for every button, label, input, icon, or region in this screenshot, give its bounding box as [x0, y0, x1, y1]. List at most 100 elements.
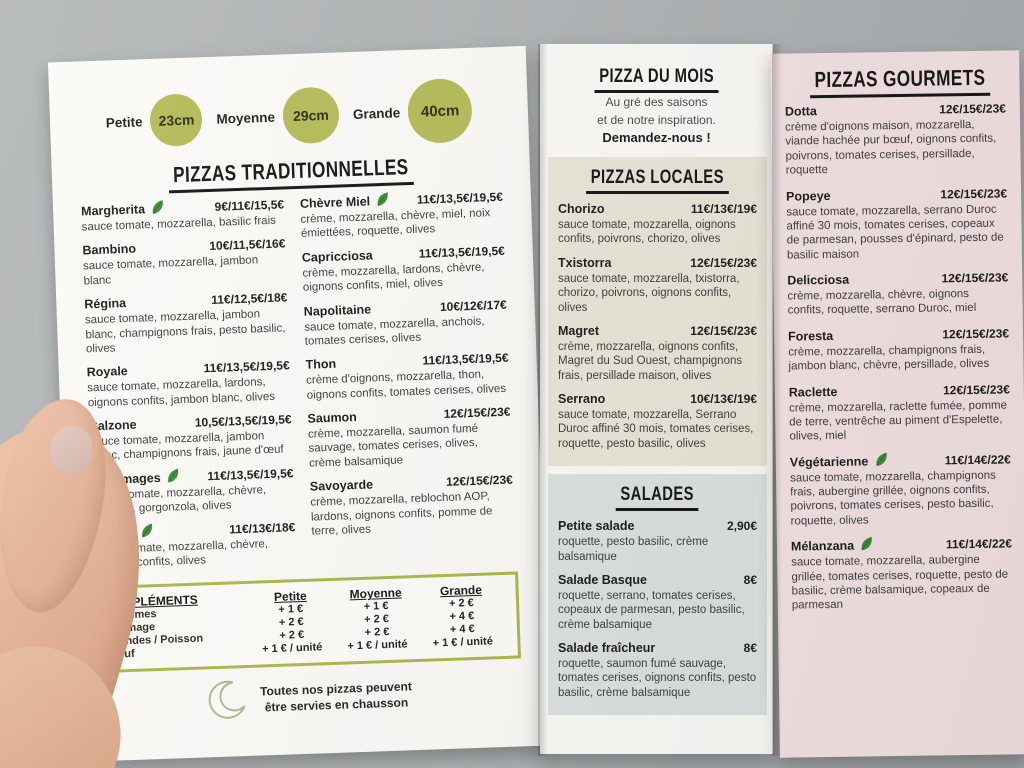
item-name: Salade Basque: [558, 572, 647, 587]
item-price: 8€: [743, 572, 757, 587]
item-name: Txistorra: [558, 255, 612, 270]
section-title-pizza-du-mois: PIZZA DU MOIS: [594, 66, 719, 93]
item-name: Régina: [84, 296, 127, 312]
size-label: Moyenne: [216, 109, 276, 127]
item-price: 8€: [743, 641, 757, 655]
item-price: 11€/14€/22€: [944, 452, 1011, 467]
item-name: Popeye: [785, 188, 831, 204]
item-price: 12€/15€/23€: [690, 323, 757, 338]
item-price: 11€/13€/19€: [690, 202, 757, 216]
traditionnelles-column-2: Chèvre Miel 11€/13,5€/19,5€ crème, mozza…: [300, 190, 516, 573]
item-name: Mélanzana: [790, 538, 855, 554]
supplements-value: + 1 € / unité: [432, 635, 494, 650]
item-name: Magret: [558, 323, 599, 338]
item-description: sauce tomate, mozzarella, serrano Duroc …: [786, 203, 1004, 262]
section-title-pizzas-locales: PIZZAS LOCALES: [586, 167, 729, 194]
size-circle: 23cm: [149, 93, 204, 147]
veggie-leaf-icon: [872, 451, 889, 468]
chausson-note-text: Toutes nos pizzas peuvent être servies e…: [260, 678, 413, 716]
pdm-line: Au gré des saisons: [605, 95, 708, 109]
item-price: 12€/15€/23€: [942, 381, 1010, 397]
item-description: sauce tomate, mozzarella, aubergine gril…: [791, 554, 1009, 612]
item-description: sauce tomate, mozzarella, jambon blanc, …: [84, 308, 286, 356]
menu-item: Raclette 12€/15€/23€ crème, mozzarella, …: [789, 382, 1011, 444]
item-description: crème, mozzarella, raclette fumée, pomme…: [788, 399, 1008, 443]
size-chip: Petite 23cm: [105, 93, 204, 148]
veggie-leaf-icon: [858, 536, 875, 553]
item-price: 11€/13,5€/19,5€: [416, 189, 504, 207]
item-description: roquette, pesto basilic, crème balsamiqu…: [558, 536, 709, 563]
item-name: Margherita: [80, 202, 146, 219]
item-name: Capricciosa: [301, 248, 373, 265]
menu-item: Popeye 12€/15€/23€ sauce tomate, mozzare…: [786, 186, 1008, 263]
menu-item: Salade Basque 8€ roquette, serrano, toma…: [558, 573, 757, 632]
item-price: 12€/15€/23€: [941, 270, 1009, 286]
menu-item: Saumon 12€/15€/23€ crème, mozzarella, sa…: [307, 405, 512, 471]
veggie-leaf-icon: [164, 467, 181, 484]
item-name: Salade fraîcheur: [558, 641, 656, 655]
veggie-leaf-icon: [139, 522, 156, 539]
salades-section: SALADES Petite salade 2,90€ roquette, pe…: [548, 474, 767, 716]
item-description: sauce tomate, mozzarella, Serrano Duroc …: [558, 409, 754, 450]
item-price: 11€/12,5€/18€: [210, 290, 288, 308]
menu-item: Chorizo 11€/13€/19€ sauce tomate, mozzar…: [558, 202, 757, 247]
menu-panel-right: PIZZAS GOURMETS Dotta 12€/15€/23€ crème …: [770, 50, 1024, 758]
item-name: Serrano: [558, 392, 606, 406]
menu-item: Serrano 10€/13€/19€ sauce tomate, mozzar…: [558, 392, 757, 451]
item-description: crème, mozzarella, lardons, chèvre, oign…: [302, 261, 485, 294]
item-price: 11€/13,5€/19,5€: [207, 465, 294, 483]
menu-item: Foresta 12€/15€/23€ crème, mozzarella, c…: [788, 326, 1010, 374]
item-price: 10€/11,5€/16€: [209, 236, 286, 254]
item-description: crème, mozzarella, oignons confits, Magr…: [558, 340, 743, 382]
item-description: sauce tomate, mozzarella, jambon blanc: [82, 254, 259, 288]
item-name: Bambino: [82, 241, 137, 258]
item-price: 11€/14€/22€: [945, 536, 1013, 552]
menu-item: Margherita 9€/11€/15,5€ sauce tomate, mo…: [81, 197, 285, 234]
pdm-line: et de notre inspiration.: [597, 113, 716, 127]
veggie-leaf-icon: [149, 199, 166, 216]
size-circle: 40cm: [407, 77, 474, 144]
gourmets-items: Dotta 12€/15€/23€ crème d'oignons maison…: [785, 101, 1013, 613]
salades-items: Petite salade 2,90€ roquette, pesto basi…: [558, 519, 757, 700]
menu-item: Royale 11€/13,5€/19,5€ sauce tomate, moz…: [87, 359, 291, 411]
section-title-salades: SALADES: [616, 484, 699, 512]
menu-item: Salade fraîcheur 8€ roquette, saumon fum…: [558, 641, 757, 700]
item-name: Saumon: [307, 409, 358, 426]
item-name: Raclette: [788, 384, 838, 400]
section-title-pizzas-gourmets: PIZZAS GOURMETS: [809, 64, 991, 99]
item-price: 11€/13,5€/19,5€: [422, 350, 509, 368]
menu-item: Calzone 10,5€/13,5€/19,5€ sauce tomate, …: [88, 412, 292, 464]
supplements-box: SUPPLÉMENTS Petite Moyenne Grande Légume…: [92, 571, 522, 674]
item-description: crème, mozzarella, champignons frais, ja…: [788, 343, 990, 373]
item-price: 9€/11€/15,5€: [214, 197, 285, 214]
size-chip: Grande 40cm: [352, 77, 474, 146]
size-label: Petite: [105, 113, 143, 131]
item-name: Chorizo: [558, 202, 605, 216]
menu-item: Delicciosa 12€/15€/23€ crème, mozzarella…: [787, 270, 1009, 318]
size-legend: Petite 23cm Moyenne 29cm Grande 40cm: [49, 76, 529, 157]
item-price: 12€/15€/23€: [690, 255, 757, 270]
item-description: crème d'oignons, mozzarella, thon, oigno…: [305, 368, 507, 402]
menu-item: Mélanzana 11€/14€/22€ sauce tomate, mozz…: [791, 537, 1013, 614]
item-name: Napolitaine: [303, 301, 372, 319]
traditionnelles-column-1: Margherita 9€/11€/15,5€ sauce tomate, mo…: [81, 197, 297, 580]
item-description: roquette, serrano, tomates cerises, cope…: [558, 589, 745, 631]
size-chip: Moyenne 29cm: [216, 86, 340, 146]
item-price: 10,5€/13,5€/19,5€: [194, 412, 292, 430]
pdm-ask-line: Demandez-nous !: [602, 130, 711, 145]
menu-item: Chèvre Miel 11€/13,5€/19,5€ crème, mozza…: [300, 190, 504, 242]
item-price: 10€/13€/19€: [690, 392, 757, 406]
item-price: 11€/13,5€/19,5€: [418, 243, 506, 261]
item-description: sauce tomate, mozzarella, champignons fr…: [789, 469, 996, 528]
item-price: 12€/15€/23€: [940, 185, 1008, 201]
item-price: 12€/15€/23€: [445, 472, 514, 490]
item-name: Petite salade: [558, 519, 635, 534]
menu-panel-middle: PIZZA DU MOIS Au gré des saisons et de n…: [540, 44, 773, 754]
item-description: sauce tomate, mozzarella, anchois, tomat…: [304, 314, 485, 348]
item-price: 11€/13€/18€: [228, 519, 296, 537]
menu-item: Napolitaine 10€/12€/17€ sauce tomate, mo…: [304, 297, 508, 349]
item-name: Végétarienne: [789, 454, 869, 470]
menu-item: Végétarienne 11€/14€/22€ sauce tomate, m…: [790, 452, 1012, 529]
menu-panel-left: Petite 23cm Moyenne 29cm Grande 40cm PIZ…: [47, 45, 551, 763]
